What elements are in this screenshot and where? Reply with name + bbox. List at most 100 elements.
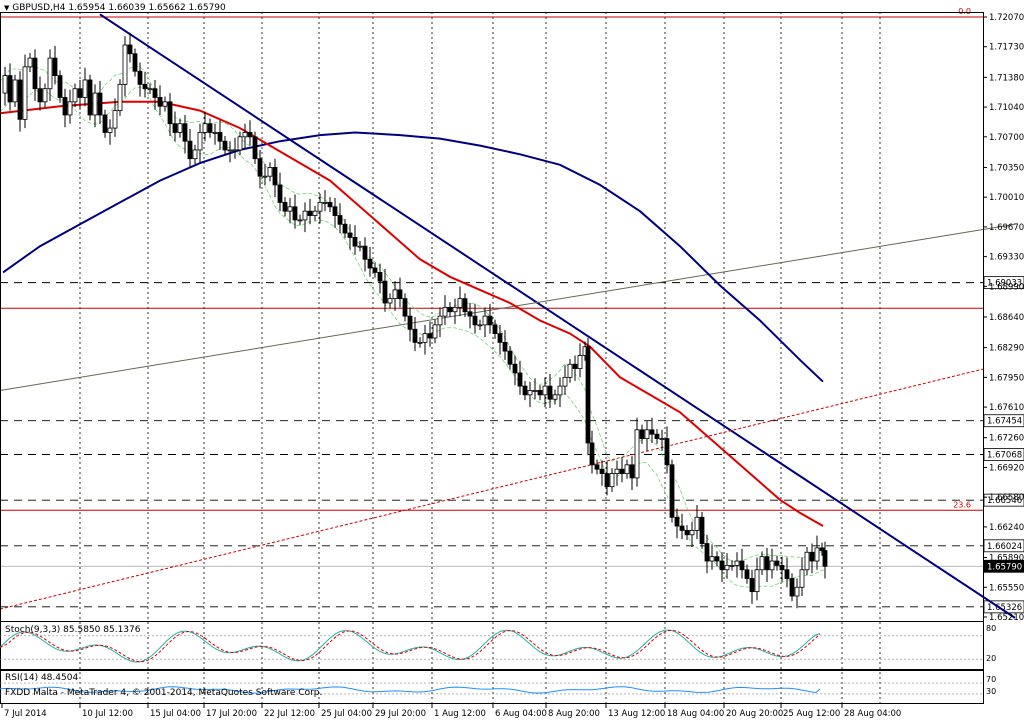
candle-body (197, 132, 203, 151)
candle-body (377, 271, 383, 282)
candle-body (122, 44, 128, 85)
y-tick-label: 1.66580 (989, 493, 1024, 503)
candle-body (462, 298, 468, 313)
dropdown-arrow-icon[interactable]: ▼ (4, 4, 10, 12)
candle-body (337, 215, 343, 225)
candle-body (714, 556, 720, 562)
candle-body (222, 140, 228, 151)
candle-body (809, 551, 815, 562)
candle-body (452, 306, 458, 313)
candle-body (2, 75, 8, 94)
price-tag-label: 1.66546 (987, 496, 1022, 506)
candle-body (567, 363, 573, 378)
candle-body (759, 556, 765, 571)
candle-body (769, 560, 775, 571)
candle-body (442, 306, 448, 317)
candle-body (629, 464, 635, 479)
y-tick-label: 1.71040 (989, 103, 1024, 113)
candle-body (497, 333, 503, 343)
candle-body (127, 44, 133, 55)
candle-body (779, 564, 785, 571)
stoch-level-20: 20 (986, 654, 997, 663)
y-tick-label: 1.71730 (989, 43, 1024, 53)
candle-body (432, 324, 438, 339)
candle-body (457, 298, 463, 308)
candle-body (352, 237, 358, 247)
rsi-label: RSI(14) 48.4504 (5, 673, 79, 683)
candle-body (347, 232, 353, 238)
candle-body (764, 556, 770, 571)
candle-body (614, 468, 620, 474)
candle-body (572, 363, 578, 370)
candle-body (729, 564, 735, 567)
candle-body (512, 363, 518, 374)
candle-body (604, 473, 610, 488)
candle-body (619, 468, 625, 474)
broker-copyright: FXDD Malta - MetaTrader 4, © 2001-2014, … (5, 688, 323, 698)
candle-body (789, 578, 795, 597)
candle-body (242, 132, 248, 138)
candle-body (492, 324, 498, 335)
candle-body (397, 289, 403, 300)
candle-body (679, 525, 685, 531)
y-tick-label: 1.70700 (989, 133, 1024, 143)
candle-body (684, 530, 690, 536)
candle-body (82, 79, 88, 98)
candle-body (192, 149, 198, 160)
candle-body (57, 75, 63, 98)
candle-body (92, 92, 98, 116)
candle-body (704, 543, 710, 562)
candle-body (784, 569, 790, 579)
price-tag-label: 1.69033 (987, 279, 1022, 289)
candle-body (7, 75, 13, 103)
candle-body (719, 560, 725, 571)
candle-body (577, 355, 583, 370)
candle-body (232, 149, 238, 152)
candle-body (297, 219, 303, 222)
candle-body (362, 245, 368, 260)
candle-body (422, 333, 428, 343)
candle-body (147, 88, 153, 91)
symbol-title: GBPUSD,H4 (12, 3, 66, 13)
y-tick-label: 1.69670 (989, 223, 1024, 233)
candle-body (585, 346, 591, 444)
envelope-lower-line (0, 86, 826, 588)
candle-body (814, 547, 820, 562)
candle-body (552, 394, 558, 400)
candle-body (537, 390, 543, 396)
x-tick-label: 18 Aug 04:00 (667, 709, 724, 719)
price-tag-label: 1.67068 (987, 450, 1022, 460)
y-tick-label: 1.69330 (989, 253, 1024, 263)
y-tick-label: 1.71380 (989, 73, 1024, 83)
candle-body (162, 101, 168, 107)
y-tick-label: 1.66920 (989, 463, 1024, 473)
y-tick-label: 1.65890 (989, 554, 1024, 564)
candle-body (217, 132, 223, 142)
candle-body (182, 123, 188, 142)
envelope-upper-line (0, 65, 826, 563)
candle-body (167, 101, 173, 125)
candle-body (312, 210, 318, 216)
candle-body (17, 79, 23, 120)
rsi-level-70: 70 (986, 675, 997, 684)
candle-body (357, 245, 363, 248)
candle-body (152, 88, 158, 98)
candle-body (664, 438, 670, 466)
candle-body (724, 564, 730, 571)
price-tag-label: 1.65790 (987, 562, 1022, 572)
y-tick-label: 1.67950 (989, 373, 1024, 383)
candle-body (237, 136, 243, 151)
candle-body (157, 97, 163, 107)
trendline (99, 13, 1016, 619)
candle-body (557, 385, 563, 396)
candle-body (822, 550, 828, 567)
y-tick-label: 1.65210 (989, 613, 1024, 623)
x-tick-label: 15 Jul 04:00 (150, 709, 201, 719)
candle-body (639, 429, 645, 439)
candle-body (307, 210, 313, 216)
candle-body (187, 140, 193, 160)
candle-body (734, 560, 740, 566)
candle-body (542, 385, 548, 396)
